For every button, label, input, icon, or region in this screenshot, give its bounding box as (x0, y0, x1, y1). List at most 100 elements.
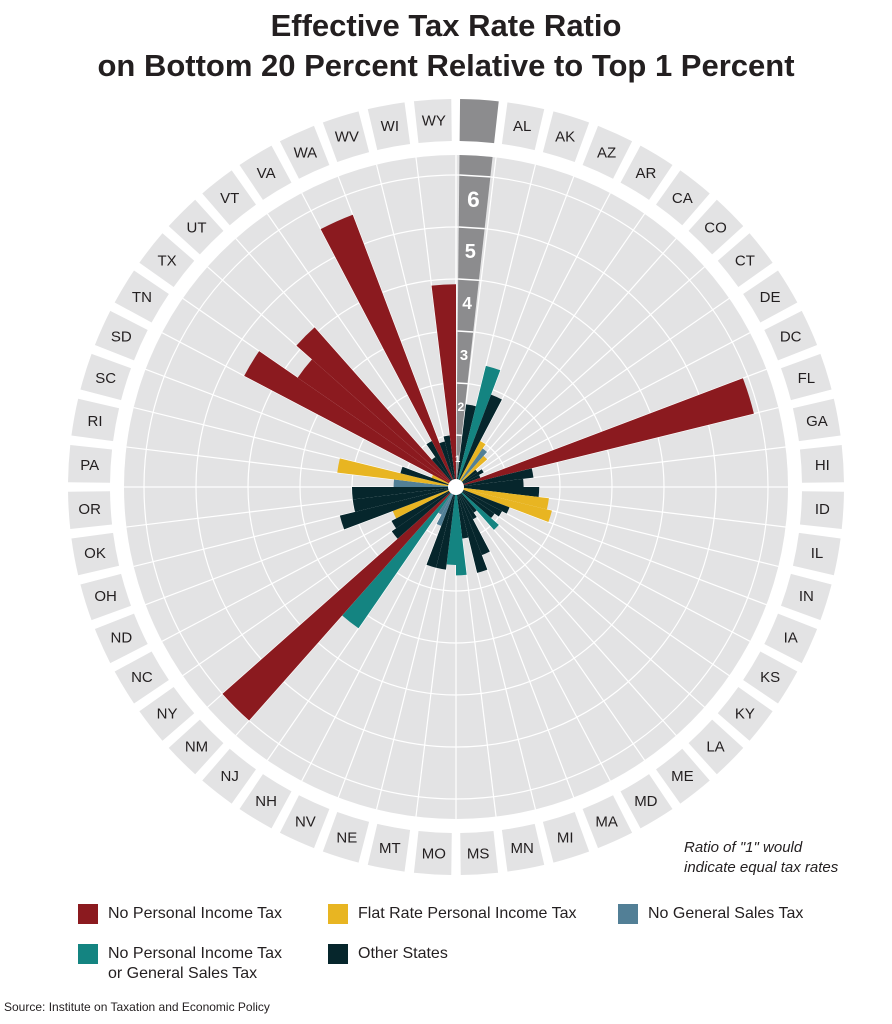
state-label-ma: MA (595, 814, 618, 831)
grid-spoke (455, 486, 537, 810)
legend-label: No Personal Income Tax or General Sales T… (108, 945, 283, 982)
label-cell-ak (542, 111, 590, 163)
label-cell-mo (413, 830, 452, 875)
label-cell-md (620, 774, 673, 829)
label-cell-mn (501, 823, 545, 872)
label-cell-co (688, 199, 744, 255)
label-cell-nv (279, 795, 330, 849)
state-label-me: ME (671, 768, 694, 785)
state-label-va: VA (257, 165, 276, 182)
bar-wi (443, 435, 456, 487)
state-label-ar: AR (635, 165, 656, 182)
chart-title-line-2: on Bottom 20 Percent Relative to Top 1 P… (97, 48, 795, 83)
bar-mi (456, 487, 488, 573)
chart-title-line-1: Effective Tax Rate Ratio (270, 8, 622, 43)
state-label-ct: CT (735, 253, 755, 270)
bar-az (456, 394, 502, 487)
state-label-ky: KY (735, 705, 755, 722)
bar-nm (222, 487, 456, 721)
state-label-al: AL (513, 118, 531, 135)
grid-spoke (455, 266, 705, 488)
state-label-ut: UT (186, 219, 206, 236)
label-cell-de (743, 270, 798, 323)
bar-mo (446, 487, 456, 565)
bar-wa (320, 214, 456, 487)
state-label-fl: FL (798, 370, 816, 387)
state-label-vt: VT (220, 190, 239, 207)
label-cell-in (780, 573, 832, 621)
state-label-tn: TN (132, 289, 152, 306)
legend-label: No General Sales Tax (648, 905, 804, 922)
state-label-ks: KS (760, 669, 780, 686)
grid-spoke (337, 176, 457, 488)
bar-nv (436, 487, 456, 526)
state-labels: AL AK AZ AR CA CO CT DE DC FL GA HI ID IL IN IA KS KY LA ME… (68, 99, 844, 875)
annotation-note: Ratio of "1" would indicate equal tax ra… (684, 838, 838, 878)
label-cell-ky (717, 687, 773, 741)
state-label-nh: NH (255, 793, 277, 810)
label-cell-nh (239, 774, 292, 829)
label-cell-mt (367, 823, 411, 872)
state-label-il: IL (811, 545, 824, 562)
legend: No Personal Income Tax Flat Rate Personal… (78, 904, 878, 984)
state-label-oh: OH (94, 588, 117, 605)
grid-spoke (455, 332, 751, 488)
label-cell-ct (717, 233, 773, 287)
grid-spoke (301, 486, 457, 782)
state-label-ok: OK (84, 545, 106, 562)
legend-item-no-sales: No General Sales Tax (618, 904, 803, 924)
label-cell-ga (792, 398, 841, 442)
state-label-co: CO (704, 219, 727, 236)
bar-il (456, 487, 549, 510)
state-label-ca: CA (672, 190, 693, 207)
bar-ar (456, 440, 486, 487)
state-label-ri: RI (88, 413, 103, 430)
legend-label: Flat Rate Personal Income Tax (358, 905, 577, 922)
bar-fl (456, 378, 754, 487)
bar-ca (456, 448, 488, 487)
annotation-line-2: indicate equal tax rates (684, 859, 839, 876)
bar-ok (352, 487, 456, 512)
label-cell-mi (542, 811, 590, 863)
legend-swatch (328, 944, 348, 964)
label-cell-tx (139, 233, 195, 287)
axis-tick (457, 330, 474, 333)
state-label-sd: SD (111, 328, 132, 345)
bar-nj (342, 487, 456, 629)
bar-wy (431, 284, 456, 487)
state-label-la: LA (706, 739, 724, 756)
label-cell-va (239, 145, 292, 200)
grid-spoke (337, 486, 457, 798)
state-label-id: ID (815, 501, 830, 518)
axis-tick-label-6: 6 (467, 187, 480, 212)
state-label-nc: NC (131, 669, 153, 686)
axis-tick-label-4: 4 (462, 293, 472, 313)
grid-spoke (415, 157, 457, 488)
axis-column (456, 155, 493, 488)
grid-spoke (266, 213, 457, 488)
axis-tick (459, 174, 491, 178)
bar-ky (456, 487, 495, 519)
bar-ut (296, 327, 456, 487)
legend-item-no-pit: No Personal Income Tax (78, 904, 282, 924)
label-cell-tn (114, 270, 169, 323)
bar-ny (391, 487, 456, 539)
legend-swatch (328, 904, 348, 924)
bar-la (456, 487, 499, 530)
bar-sc (400, 466, 456, 487)
axis-cap (459, 99, 499, 144)
label-cell-sc (80, 353, 132, 401)
legend-swatch (618, 904, 638, 924)
bar-ak (456, 365, 501, 487)
legend-item-other: Other States (328, 944, 448, 964)
chart-title: Effective Tax Rate Ratio on Bottom 20 Pe… (0, 6, 892, 86)
label-cell-pa (68, 444, 113, 483)
bar-me (456, 487, 477, 513)
axis-tick-label-1: 1 (455, 454, 461, 465)
state-label-nd: ND (110, 630, 132, 647)
radial-axis: 1 2 3 4 5 6 (448, 99, 499, 495)
label-cell-ks (743, 651, 798, 704)
state-label-mi: MI (557, 829, 574, 846)
bar-tx (297, 359, 456, 487)
label-cell-nd (94, 613, 148, 664)
